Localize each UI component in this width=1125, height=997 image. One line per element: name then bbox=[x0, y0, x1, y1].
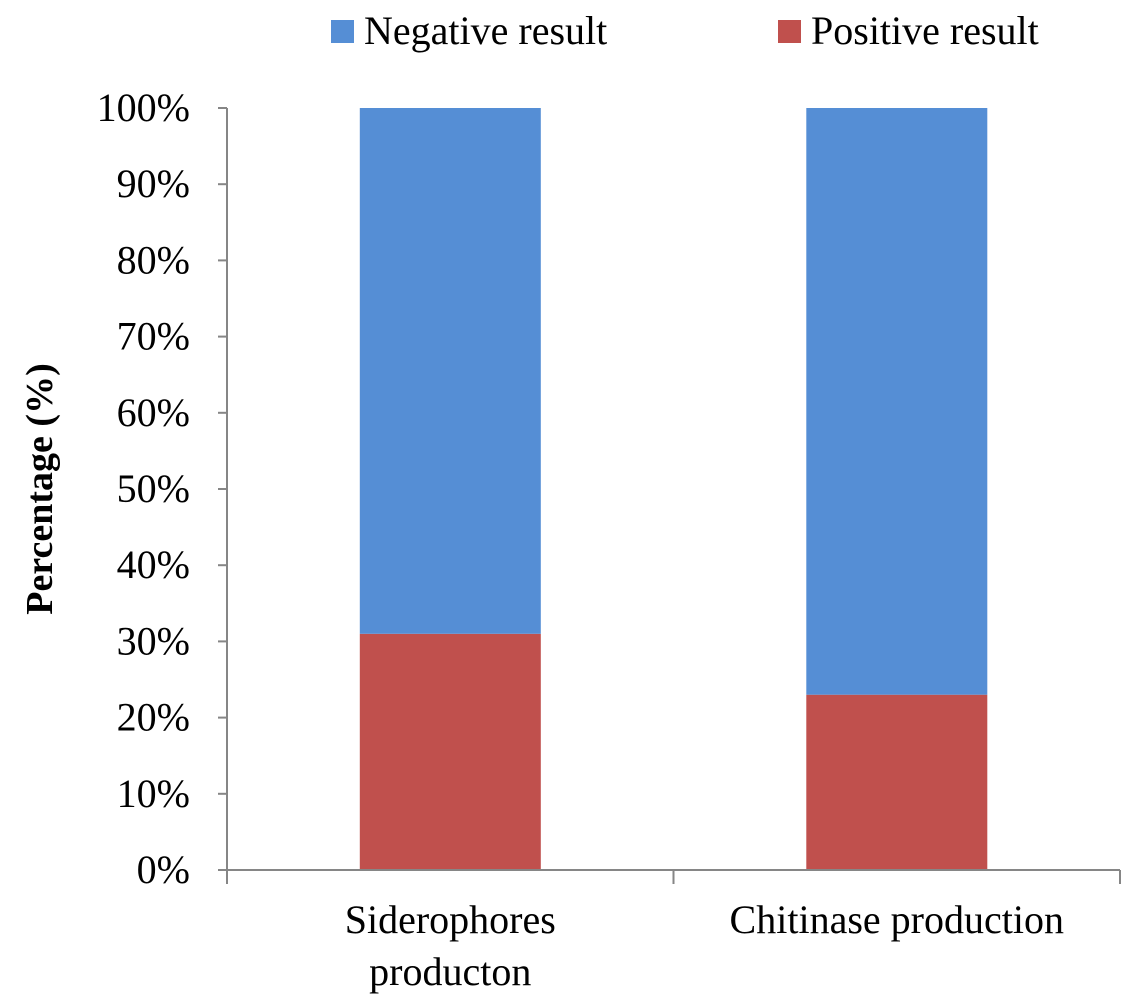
x-category-labels-group: Siderophores producton Chitinase productio… bbox=[345, 897, 1064, 994]
legend-swatch-positive bbox=[778, 19, 801, 43]
y-tick-label: 70% bbox=[117, 314, 190, 359]
y-axis-label: Percentage (%) bbox=[19, 363, 61, 614]
y-tick-label: 40% bbox=[117, 542, 190, 587]
y-tick-label: 90% bbox=[117, 161, 190, 206]
bars-group bbox=[359, 108, 988, 870]
y-tick-label: 100% bbox=[97, 85, 190, 130]
y-tick-label: 50% bbox=[117, 466, 190, 511]
axes-group bbox=[218, 107, 1121, 884]
legend-item-negative: Negative result bbox=[331, 6, 607, 56]
y-tick-label: 0% bbox=[137, 847, 190, 892]
y-tick-label: 80% bbox=[117, 237, 190, 282]
bar-negative-0 bbox=[359, 108, 541, 634]
legend: Negative result Positive result bbox=[0, 6, 1125, 56]
x-category-label: Chitinase production bbox=[730, 897, 1064, 942]
legend-item-positive: Positive result bbox=[778, 6, 1039, 56]
bar-negative-1 bbox=[806, 108, 988, 695]
legend-swatch-negative bbox=[331, 19, 354, 43]
bar-positive-0 bbox=[359, 633, 541, 870]
y-tick-label: 60% bbox=[117, 390, 190, 435]
y-tick-label: 20% bbox=[117, 695, 190, 740]
legend-label-positive: Positive result bbox=[811, 8, 1039, 53]
legend-label-negative: Negative result bbox=[364, 8, 608, 53]
y-tick-label: 10% bbox=[117, 771, 190, 816]
x-category-label: Siderophores producton bbox=[345, 897, 556, 994]
y-tick-label: 30% bbox=[117, 618, 190, 663]
y-tick-labels-group: 0% 10% 20% 30% 40% 50% 60% 70% 80% 90% 100% bbox=[97, 85, 190, 892]
bar-positive-1 bbox=[806, 694, 988, 870]
